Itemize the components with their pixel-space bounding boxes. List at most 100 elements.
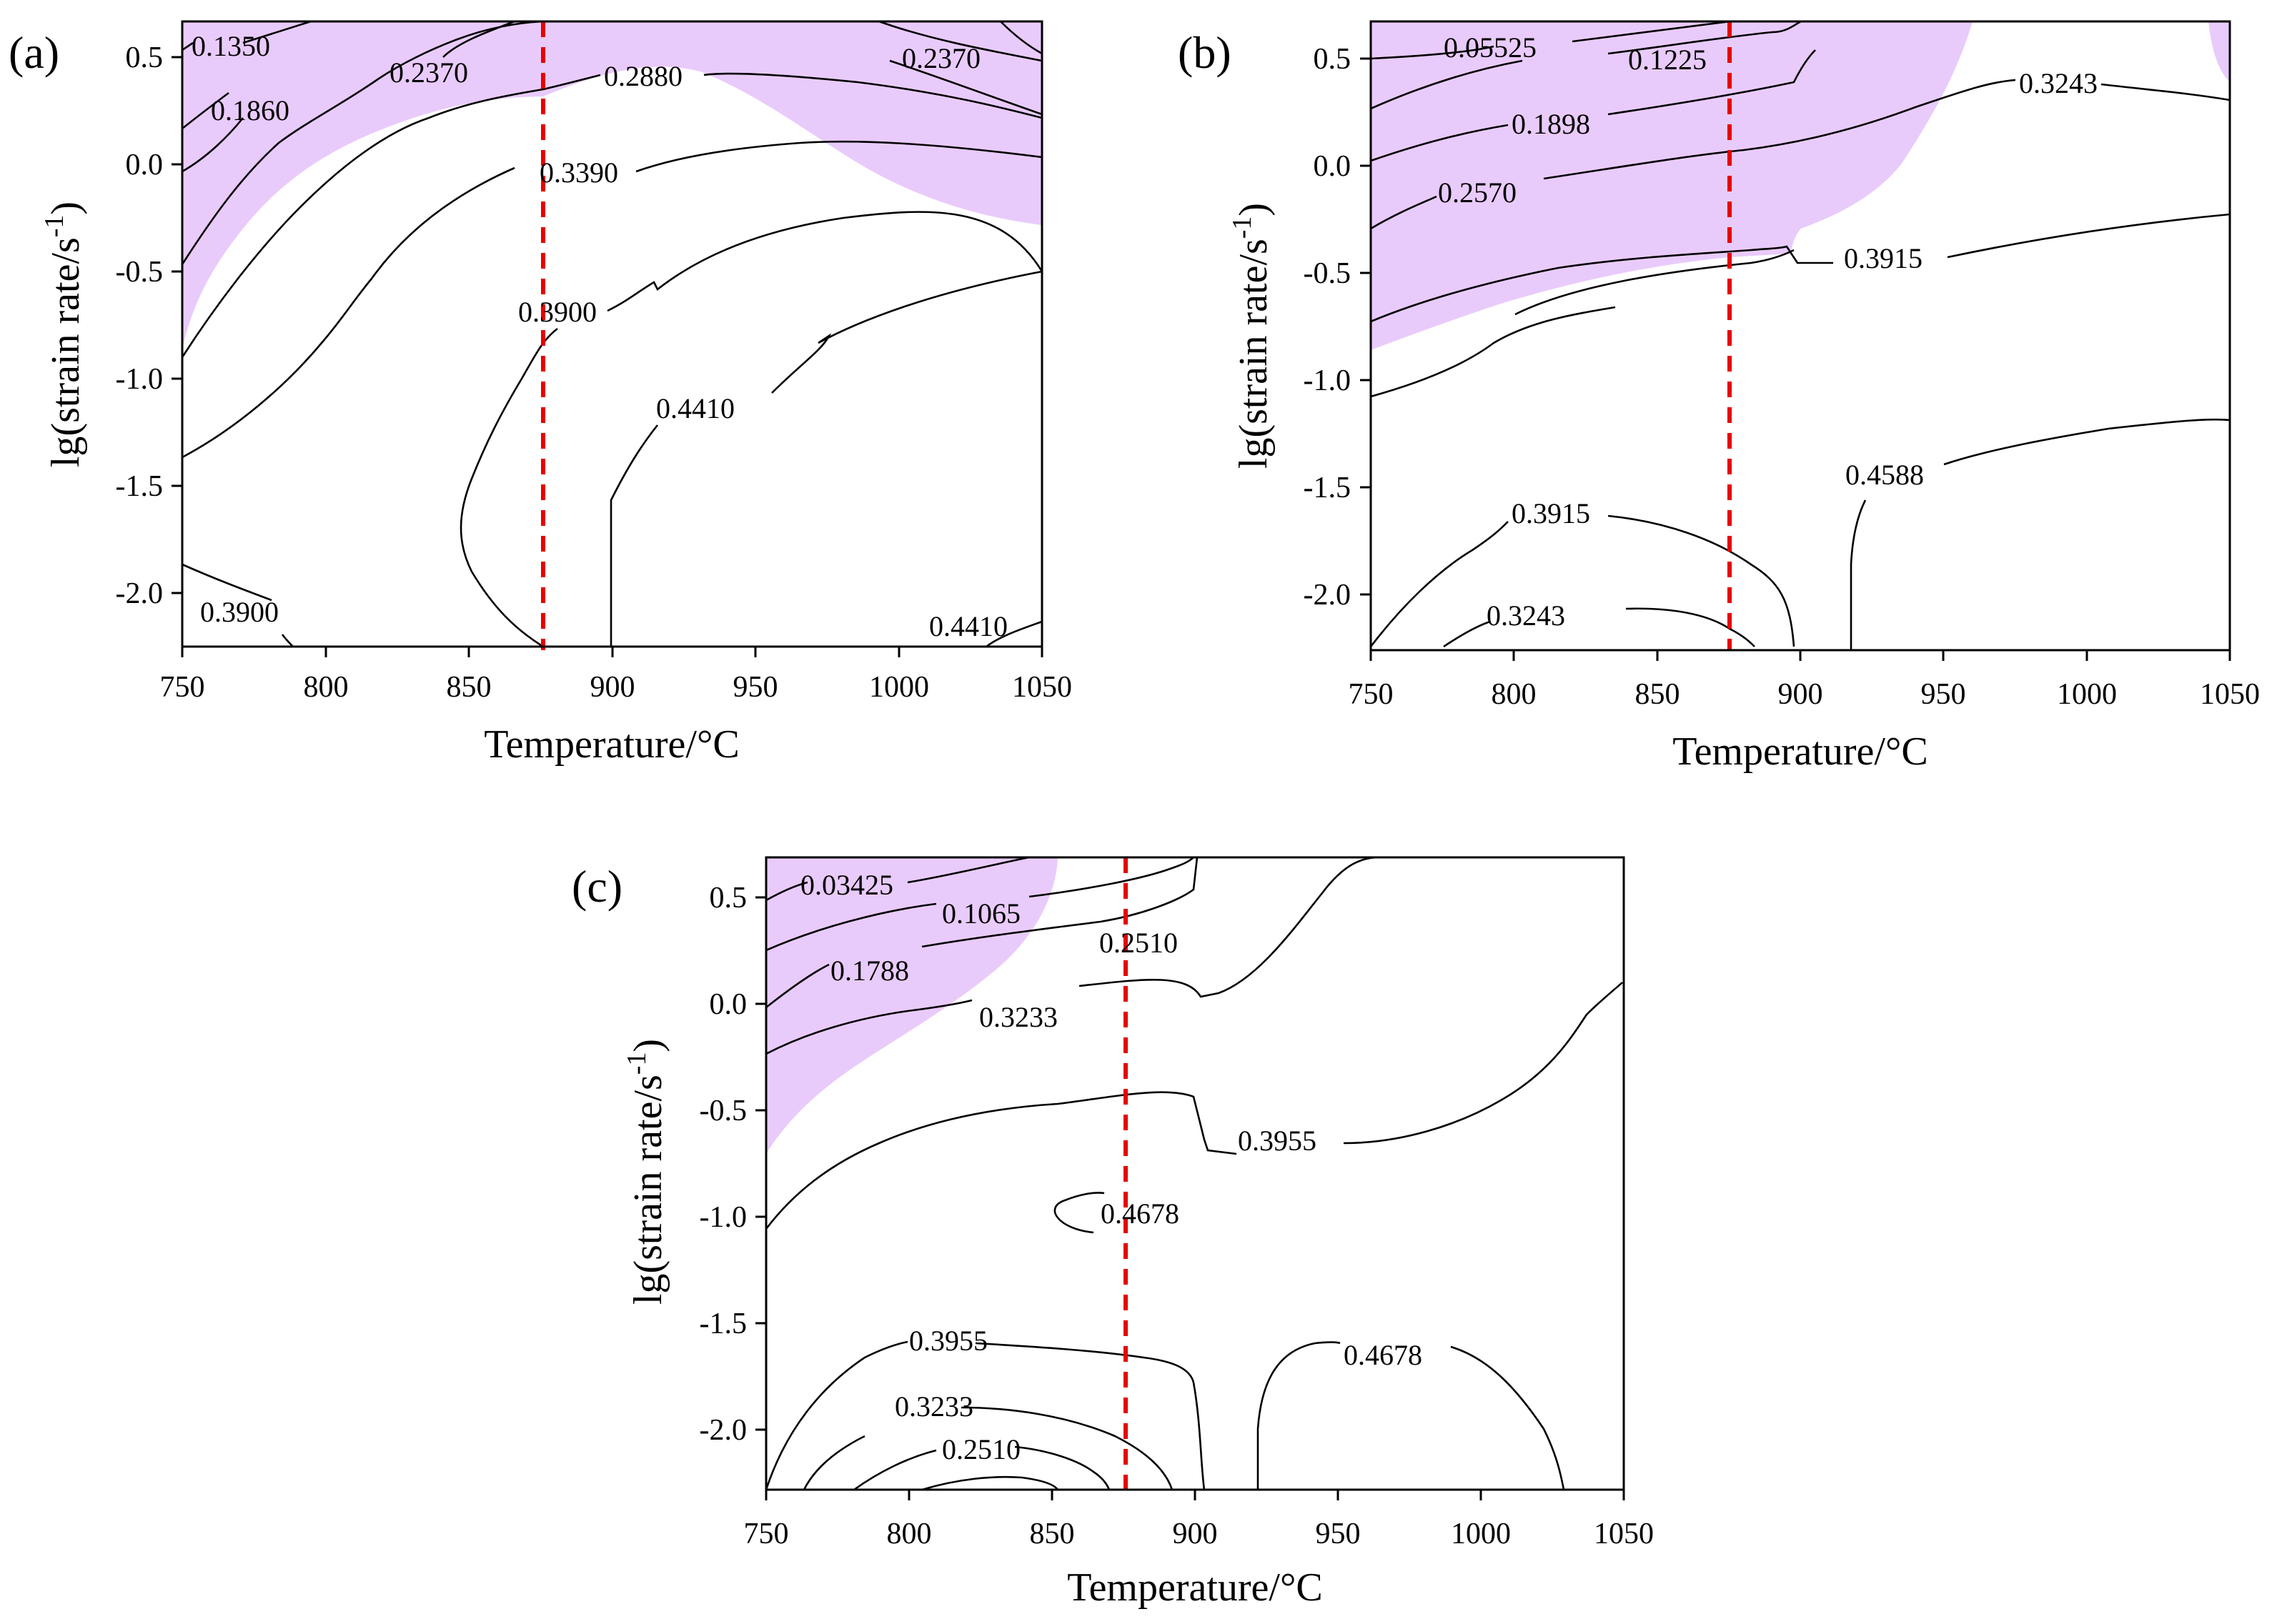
contour-line [1850, 499, 1867, 650]
contour-line [765, 1091, 1237, 1230]
contour-value-label: 0.05525 [1444, 31, 1537, 64]
x-tick-label: 850 [1030, 1518, 1075, 1550]
panel-a: 750 800 850 900 950 1000 1050 0.5 0.0 -0… [9, 20, 1073, 767]
instability-region-upper-right [543, 21, 1042, 225]
y-tick-label: -1.0 [700, 1201, 748, 1234]
y-tick-label: 0.5 [126, 41, 164, 74]
x-tick-label: 1050 [1012, 671, 1072, 704]
contour-line [1014, 1445, 1111, 1490]
contour-value-label: 0.3233 [979, 1001, 1058, 1033]
contour-line [182, 166, 515, 459]
x-tick-label: 900 [590, 671, 635, 704]
instability-region-upper-left [766, 857, 1058, 1154]
contour-line [1607, 49, 1816, 116]
contour-value-label: 0.3915 [1844, 242, 1923, 274]
contour-line [182, 20, 312, 51]
contour-line [1053, 1192, 1105, 1234]
y-axis-title: lg(strain rate/s-1) [1227, 203, 1276, 469]
contour-line [986, 620, 1043, 648]
contour-value-label: 0.1898 [1512, 108, 1590, 140]
contour-line [2100, 83, 2231, 101]
x-tick-labels: 750 800 850 900 950 1000 1050 [160, 671, 1073, 704]
contour-value-label: 0.2510 [1099, 927, 1178, 959]
y-tick-label: -2.0 [116, 577, 164, 610]
contour-value-label: 0.4410 [656, 392, 735, 424]
x-tick-label: 750 [1349, 678, 1394, 711]
y-tick-label: -0.5 [116, 256, 164, 289]
contour-value-labels: 0.1350 0.1860 0.2370 0.2880 0.2370 0.339… [192, 30, 1008, 642]
contour-line [1514, 249, 1795, 316]
x-axis-title: Temperature/°C [484, 722, 739, 767]
x-tick-marks [181, 647, 1043, 657]
contour-line [1256, 1341, 1341, 1490]
contour-line [1607, 514, 1795, 647]
y-tick-label: 0.0 [710, 988, 748, 1021]
panel-letter: (b) [1178, 27, 1231, 78]
contour-line [1370, 45, 1494, 60]
contour-line [1543, 79, 2016, 180]
x-tick-label: 900 [1778, 678, 1823, 711]
contour-line [1028, 857, 1194, 898]
y-tick-label: -0.5 [1304, 257, 1351, 290]
contour-lines [181, 20, 1043, 648]
contour-value-label: 0.3233 [895, 1390, 973, 1423]
contour-line [182, 91, 229, 130]
y-tick-label: -2.0 [700, 1414, 748, 1447]
x-tick-label: 1050 [1594, 1518, 1654, 1550]
y-tick-label: -0.5 [700, 1095, 748, 1127]
x-tick-label: 900 [1173, 1518, 1218, 1550]
contour-value-labels: 0.05525 0.1225 0.1898 0.2570 0.3243 0.39… [1438, 31, 2098, 632]
contour-line [975, 1342, 1206, 1490]
instability-region-upper-left [182, 21, 543, 350]
contour-line [853, 1449, 937, 1491]
y-tick-label: -1.0 [116, 363, 164, 396]
contour-value-label: 0.4588 [1845, 459, 1924, 491]
contour-value-label: 0.3955 [1238, 1125, 1316, 1157]
contour-value-label: 0.2370 [390, 56, 468, 89]
y-axis-title: lg(strain rate/s-1) [622, 1039, 670, 1305]
y-tick-label: -1.5 [1304, 472, 1351, 504]
contour-line [460, 327, 558, 648]
instability-region-upper-right [2208, 21, 2230, 82]
contour-line [1343, 982, 1623, 1145]
x-tick-marks [1369, 650, 2231, 661]
x-tick-label: 800 [1492, 678, 1537, 711]
contour-value-label: 0.3900 [200, 596, 279, 628]
y-tick-label: 0.0 [1314, 150, 1351, 183]
contour-value-label: 0.2370 [902, 42, 981, 74]
contour-line [607, 211, 1043, 312]
contour-value-label: 0.1860 [211, 94, 289, 126]
contour-line [1572, 20, 1730, 43]
contour-line [803, 1435, 865, 1490]
y-tick-marks [755, 896, 766, 1431]
x-tick-label: 1000 [2057, 678, 2117, 711]
contour-line [921, 857, 1199, 948]
contour-line [442, 20, 515, 58]
contour-line [765, 999, 973, 1055]
contour-line [1370, 59, 1523, 110]
contour-value-label: 0.4678 [1101, 1197, 1179, 1230]
x-tick-label: 1000 [1451, 1518, 1511, 1550]
contour-line [771, 270, 1043, 394]
panel-letter: (c) [572, 861, 622, 912]
x-tick-label: 950 [733, 671, 778, 704]
contour-value-label: 0.3243 [1487, 599, 1565, 632]
y-axis-title: lg(strain rate/s-1) [39, 201, 88, 467]
contour-line [181, 20, 544, 265]
contour-line [1607, 20, 1802, 55]
contour-value-label: 0.1788 [830, 955, 909, 987]
x-axis-title: Temperature/°C [1672, 729, 1928, 774]
y-tick-label: -1.5 [700, 1307, 748, 1340]
panel-c: 750 800 850 900 950 1000 1050 0.5 0.0 -0… [572, 856, 1654, 1610]
contour-value-label: 0.3243 [2019, 67, 2098, 99]
contour-line [181, 74, 601, 358]
contour-line [1000, 21, 1043, 55]
y-tick-label: 0.0 [126, 149, 164, 181]
x-tick-label: 850 [1635, 678, 1680, 711]
contour-value-label: 0.4678 [1344, 1339, 1422, 1371]
x-tick-label: 800 [304, 671, 349, 704]
panel-letter: (a) [9, 27, 59, 78]
contour-line [182, 563, 272, 602]
x-tick-label: 800 [887, 1518, 932, 1550]
contour-line [281, 634, 294, 647]
